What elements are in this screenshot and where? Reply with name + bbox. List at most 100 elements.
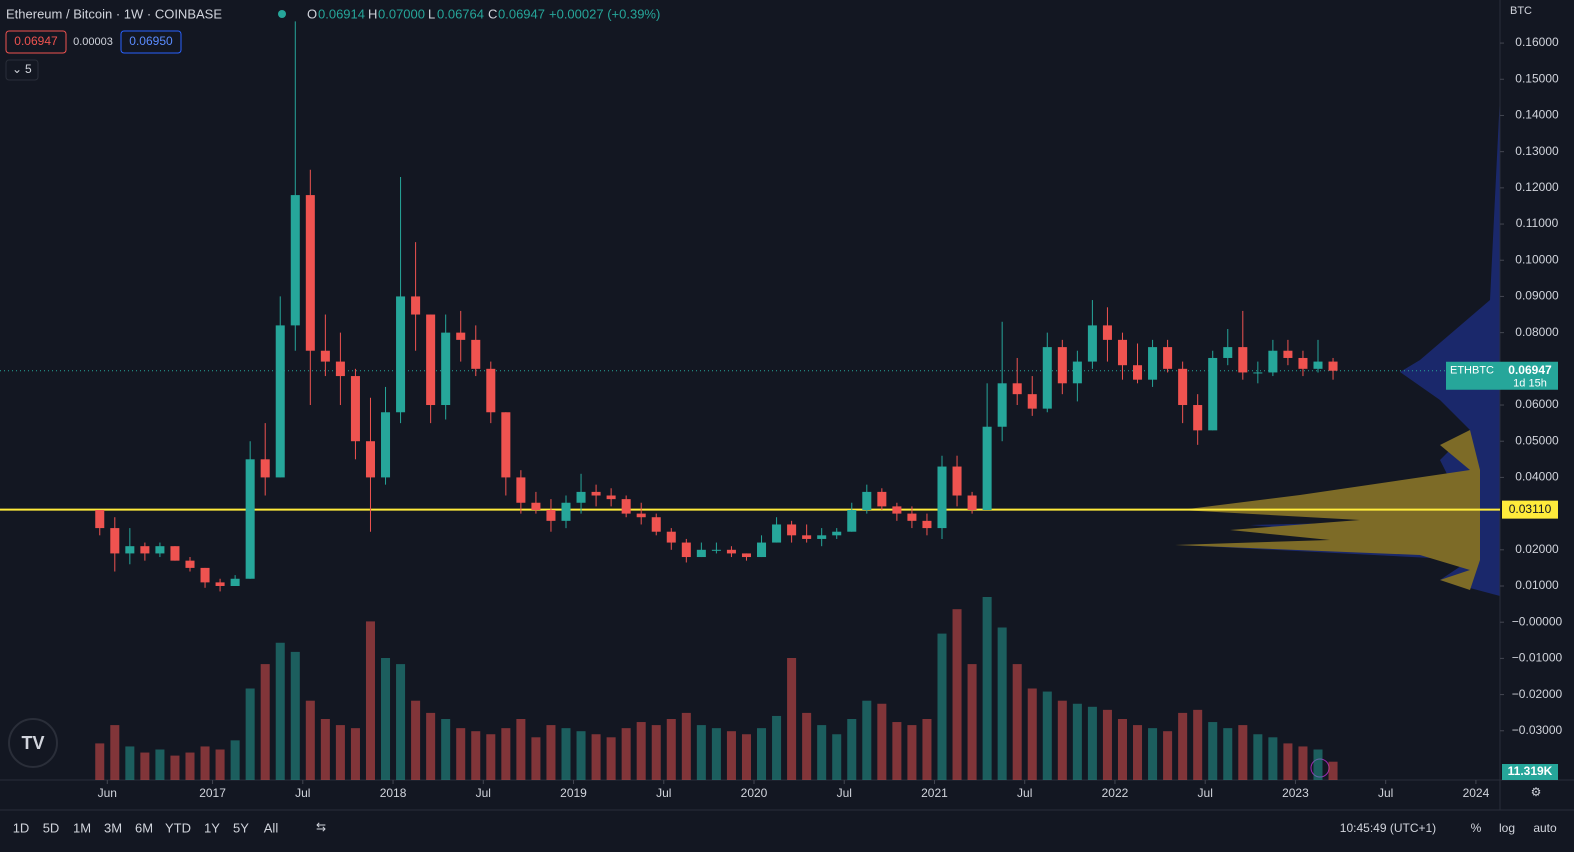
candle-body [456,332,466,340]
volume-bar [290,651,300,780]
volume-bar [892,722,902,780]
volume-bar [1027,688,1037,780]
range-button[interactable]: 1Y [204,820,220,835]
volume-bar [486,734,496,780]
candle-body [531,502,541,510]
x-tick-label: 2020 [741,786,768,800]
candle-body [546,509,556,521]
y-tick-label: 0.15000 [1515,71,1559,85]
volume-bar [1223,728,1233,780]
candle-body [1117,339,1127,366]
volume-bar [952,609,962,780]
indicators-count[interactable]: 5 [25,62,32,76]
log-toggle[interactable]: log [1499,821,1515,835]
candle-body [260,459,270,478]
y-tick-label: −0.01000 [1512,651,1563,665]
y-tick-label: 0.16000 [1515,35,1559,49]
volume-bar [877,703,887,780]
x-tick-label: 2019 [560,786,587,800]
volume-bar [531,737,541,780]
volume-bar [922,719,932,780]
volume-bar [937,633,947,780]
candle-body [1253,372,1263,374]
candle-body [937,466,947,529]
volume-bar [1057,700,1067,780]
currency[interactable]: BTC [1510,5,1532,17]
countdown: 1d 15h [1513,378,1547,390]
buy-price[interactable]: 0.06950 [129,34,173,48]
volume-bar [335,725,345,780]
volume-bar [1313,749,1323,780]
indicators-toggle[interactable] [5,59,39,81]
y-tick-label: 0.08000 [1515,325,1559,339]
volume-bar [681,712,691,780]
volume-bar [396,664,406,780]
volume-bar [967,664,977,780]
candle-body [155,546,165,554]
candle-body [817,535,827,539]
candle-body [290,195,300,326]
settings-icon[interactable]: ⚙ [1531,785,1542,799]
ohlc-value: 0.06764 [437,6,484,21]
range-button[interactable]: 1D [13,820,30,835]
volume-bar [125,746,135,780]
candle-body [170,546,180,561]
candle-body [335,361,345,377]
candle-body [877,491,887,507]
sell-button[interactable] [5,30,67,54]
candle-body [486,368,496,413]
candle-body [1268,350,1278,373]
range-button[interactable]: YTD [165,820,191,835]
date-range-icon[interactable]: ⇆ [316,820,326,834]
level-label: 0.03110 [1509,502,1552,516]
candle-body [1027,394,1037,409]
sell-price[interactable]: 0.06947 [14,34,58,48]
x-tick-label: 2021 [921,786,948,800]
volume-bar [320,719,330,780]
candle-body [561,502,571,521]
volume-bar [711,728,721,780]
market-status [278,10,286,18]
logo[interactable] [8,718,58,768]
volume-bar [772,715,782,780]
y-tick-label: 0.13000 [1515,144,1559,158]
percent-toggle[interactable]: % [1471,821,1482,835]
candle-body [305,195,315,351]
x-tick-label: Jul [1378,786,1393,800]
candle-body [230,578,240,586]
x-tick-label: Jul [837,786,852,800]
volume-bar [1253,734,1263,780]
candle-body [95,509,105,529]
auto-toggle[interactable]: auto [1533,821,1557,835]
volume-bar [245,688,255,780]
candle-body [862,491,872,510]
volume-bar [1163,731,1173,780]
level-tag [1502,500,1558,519]
volume-bar [230,740,240,780]
x-tick-label: 2023 [1282,786,1309,800]
volume-bar [997,627,1007,780]
candle-body [967,495,977,510]
range-button[interactable]: 5Y [233,820,249,835]
buy-button[interactable] [120,30,182,54]
logo-mark: TV [21,733,44,753]
volume-bar [170,755,180,780]
y-tick-label: 0.02000 [1515,542,1559,556]
volume-bar [1193,709,1203,780]
candle-body [787,524,797,536]
last-price-label: 0.06947 [1508,363,1552,377]
range-button[interactable]: 6M [135,820,153,835]
y-tick-label: −0.03000 [1512,723,1563,737]
candle-body [140,546,150,554]
candle-body [741,553,751,558]
volume-bar [757,728,767,780]
symbol-title[interactable]: Ethereum / Bitcoin · 1W · COINBASE [6,6,222,21]
ohlc-key: L [428,6,435,21]
volume-bar [1012,664,1022,780]
range-button[interactable]: All [264,820,279,835]
volume-bar [741,734,751,780]
range-button[interactable]: 5D [43,820,60,835]
candle-body [1102,325,1112,340]
range-button[interactable]: 3M [104,820,122,835]
range-button[interactable]: 1M [73,820,91,835]
